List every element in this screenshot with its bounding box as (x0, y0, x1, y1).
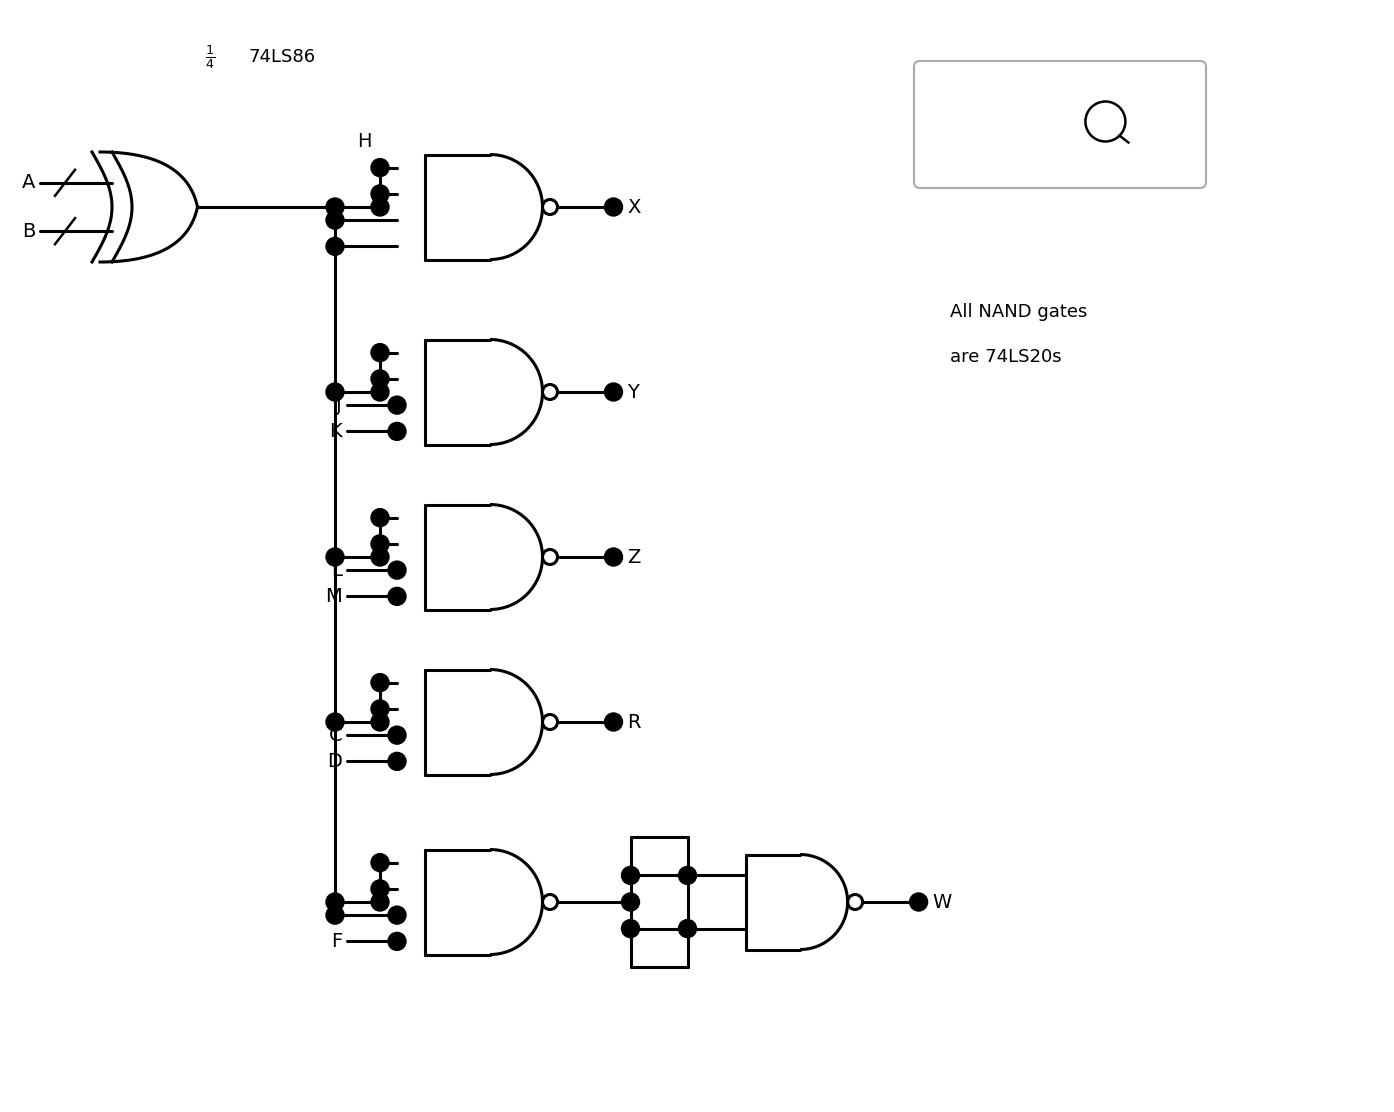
Circle shape (326, 906, 344, 924)
Circle shape (388, 726, 406, 744)
Text: B: B (22, 221, 35, 240)
Text: H: H (357, 131, 372, 150)
Circle shape (371, 198, 389, 216)
Circle shape (371, 383, 389, 401)
Circle shape (371, 370, 389, 388)
Circle shape (371, 880, 389, 897)
Text: R: R (627, 713, 641, 732)
Circle shape (388, 753, 406, 771)
Circle shape (605, 383, 623, 401)
Circle shape (371, 508, 389, 527)
Text: Z: Z (627, 547, 641, 566)
Text: L: L (332, 560, 342, 579)
Circle shape (388, 396, 406, 414)
Circle shape (605, 548, 623, 566)
Circle shape (326, 211, 344, 229)
Circle shape (371, 854, 389, 872)
Text: K: K (329, 421, 342, 440)
Text: W: W (933, 893, 952, 912)
Circle shape (326, 713, 344, 731)
Circle shape (371, 699, 389, 718)
Circle shape (679, 866, 697, 884)
Circle shape (371, 893, 389, 911)
Circle shape (371, 185, 389, 202)
Circle shape (326, 383, 344, 401)
Circle shape (622, 893, 640, 911)
Circle shape (371, 535, 389, 553)
Circle shape (388, 587, 406, 605)
Text: M: M (325, 587, 342, 606)
Text: All NAND gates: All NAND gates (949, 302, 1087, 321)
Circle shape (910, 893, 927, 911)
Text: A: A (22, 173, 35, 192)
Text: C: C (329, 726, 342, 745)
Circle shape (371, 344, 389, 361)
Text: Y: Y (627, 383, 640, 401)
Circle shape (326, 198, 344, 216)
Circle shape (622, 866, 640, 884)
Circle shape (326, 893, 344, 911)
Circle shape (371, 713, 389, 731)
Circle shape (326, 548, 344, 566)
Circle shape (371, 159, 389, 177)
Circle shape (605, 713, 623, 731)
Text: are 74LS20s: are 74LS20s (949, 348, 1062, 366)
FancyBboxPatch shape (995, 117, 1037, 159)
Text: $\frac{1}{4}$: $\frac{1}{4}$ (205, 43, 215, 71)
Circle shape (326, 237, 344, 256)
Text: D: D (328, 752, 342, 771)
Circle shape (388, 562, 406, 579)
Circle shape (388, 906, 406, 924)
Circle shape (371, 548, 389, 566)
Text: 74LS86: 74LS86 (248, 48, 315, 66)
Circle shape (622, 920, 640, 937)
Circle shape (371, 674, 389, 692)
Circle shape (388, 423, 406, 440)
Circle shape (605, 198, 623, 216)
Text: J: J (336, 396, 342, 415)
FancyBboxPatch shape (986, 107, 1027, 149)
Circle shape (388, 932, 406, 951)
Text: F: F (330, 932, 342, 951)
Circle shape (679, 920, 697, 937)
Text: X: X (627, 198, 641, 217)
FancyBboxPatch shape (914, 61, 1206, 188)
